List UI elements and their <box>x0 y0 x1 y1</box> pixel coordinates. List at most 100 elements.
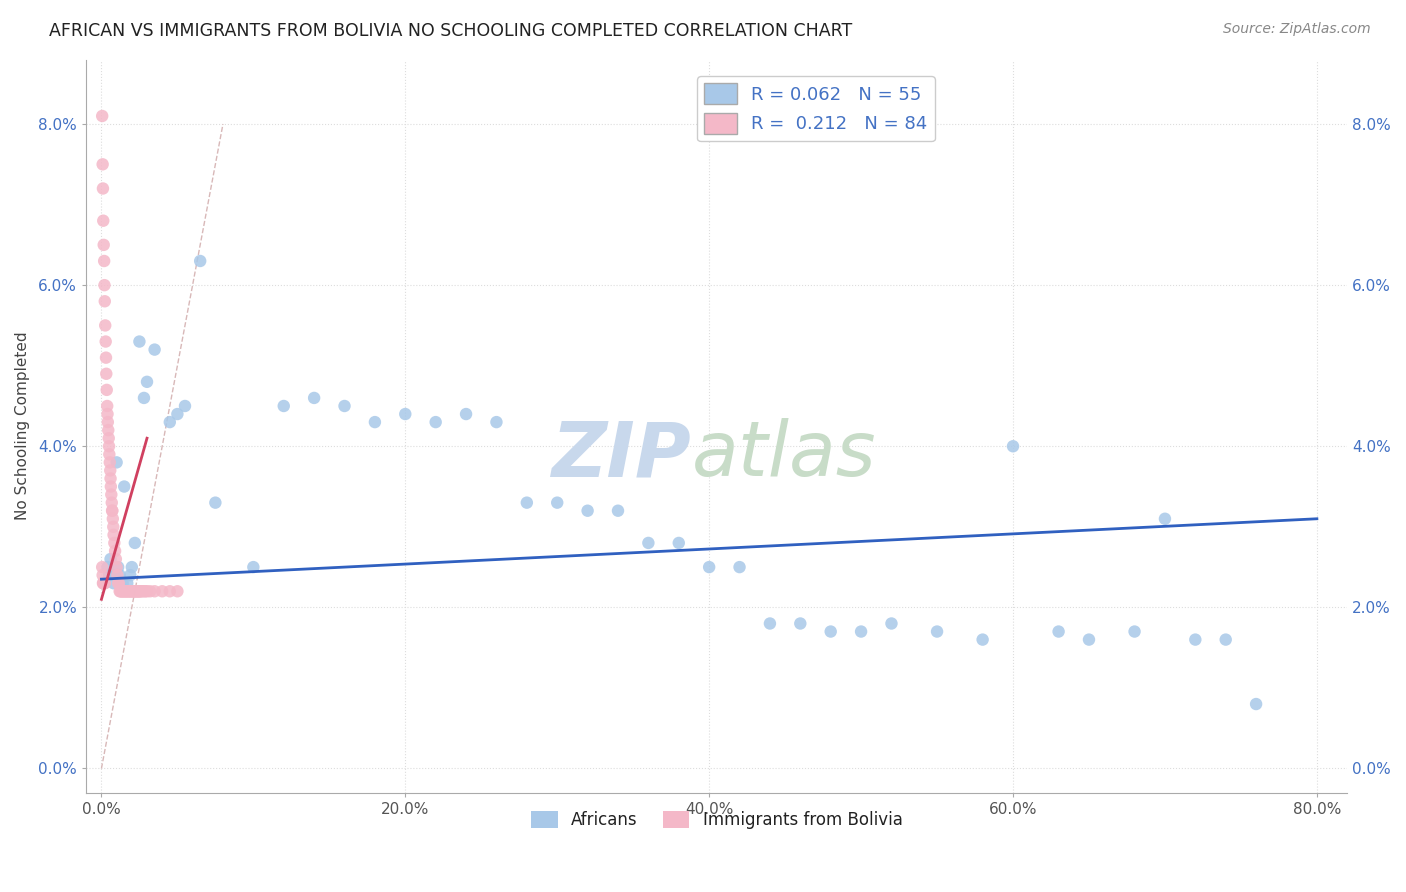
Point <box>607 504 630 518</box>
Point <box>150 584 173 599</box>
Point <box>516 496 538 510</box>
Point <box>120 568 142 582</box>
Point <box>91 560 114 574</box>
Point <box>110 584 132 599</box>
Point <box>110 584 132 599</box>
Point <box>91 568 114 582</box>
Point <box>333 399 356 413</box>
Point <box>91 576 114 591</box>
Point <box>166 407 188 421</box>
Point <box>97 431 120 445</box>
Point <box>91 157 114 171</box>
Point <box>93 576 115 591</box>
Point <box>93 278 115 293</box>
Point <box>104 568 127 582</box>
Point <box>100 496 122 510</box>
Point <box>124 584 146 599</box>
Point <box>1154 512 1177 526</box>
Point <box>104 552 127 566</box>
Point <box>425 415 447 429</box>
Point <box>364 415 387 429</box>
Point <box>93 576 115 591</box>
Point <box>96 399 118 413</box>
Point <box>112 479 135 493</box>
Point <box>94 318 117 333</box>
Point <box>100 552 122 566</box>
Point <box>91 181 114 195</box>
Point <box>273 399 295 413</box>
Point <box>107 576 129 591</box>
Point <box>127 584 149 599</box>
Point <box>98 439 121 453</box>
Point <box>1215 632 1237 647</box>
Point <box>849 624 872 639</box>
Point <box>91 213 114 227</box>
Point <box>100 487 122 501</box>
Point <box>925 624 948 639</box>
Point <box>128 334 150 349</box>
Point <box>129 584 152 599</box>
Point <box>122 584 145 599</box>
Point <box>1078 632 1101 647</box>
Point <box>118 584 141 599</box>
Point <box>115 584 138 599</box>
Point <box>174 399 197 413</box>
Point <box>159 415 181 429</box>
Point <box>94 351 117 365</box>
Point <box>96 367 118 381</box>
Point <box>128 584 150 599</box>
Point <box>94 334 117 349</box>
Point <box>1244 697 1267 711</box>
Point <box>108 568 131 582</box>
Point <box>121 584 143 599</box>
Point <box>111 584 134 599</box>
Point <box>98 568 121 582</box>
Point <box>789 616 811 631</box>
Point <box>637 536 659 550</box>
Point <box>117 584 139 599</box>
Point <box>111 584 134 599</box>
Point <box>105 560 128 574</box>
Point <box>132 584 155 599</box>
Text: atlas: atlas <box>692 418 876 492</box>
Point <box>104 544 127 558</box>
Point <box>97 415 120 429</box>
Point <box>93 238 115 252</box>
Point <box>112 584 135 599</box>
Point <box>136 584 159 599</box>
Point <box>118 584 141 599</box>
Point <box>122 584 145 599</box>
Point <box>188 254 211 268</box>
Point <box>125 584 148 599</box>
Point <box>114 584 136 599</box>
Point <box>880 616 903 631</box>
Point <box>1123 624 1146 639</box>
Point <box>91 576 114 591</box>
Point <box>972 632 994 647</box>
Point <box>1184 632 1206 647</box>
Point <box>94 576 117 591</box>
Point <box>121 560 143 574</box>
Point <box>100 479 122 493</box>
Point <box>143 584 166 599</box>
Point <box>97 423 120 437</box>
Point <box>96 407 118 421</box>
Point <box>93 254 115 268</box>
Point <box>136 375 159 389</box>
Point <box>166 584 188 599</box>
Point <box>108 584 131 599</box>
Point <box>120 584 142 599</box>
Point <box>485 415 508 429</box>
Point <box>697 560 720 574</box>
Y-axis label: No Schooling Completed: No Schooling Completed <box>15 332 30 520</box>
Text: ZIP: ZIP <box>551 418 692 492</box>
Point <box>103 520 125 534</box>
Point <box>204 496 226 510</box>
Text: AFRICAN VS IMMIGRANTS FROM BOLIVIA NO SCHOOLING COMPLETED CORRELATION CHART: AFRICAN VS IMMIGRANTS FROM BOLIVIA NO SC… <box>49 22 852 40</box>
Point <box>103 576 125 591</box>
Point <box>1001 439 1024 453</box>
Point <box>98 455 121 469</box>
Point <box>454 407 477 421</box>
Point <box>120 584 142 599</box>
Point <box>242 560 264 574</box>
